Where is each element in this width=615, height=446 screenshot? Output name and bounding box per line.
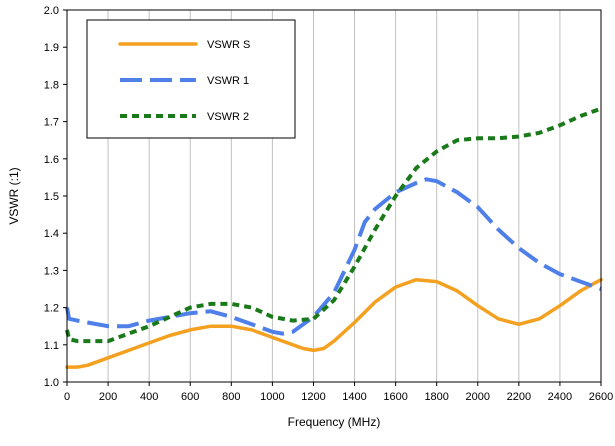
- x-tick-label: 1400: [342, 391, 366, 403]
- series-line-vswr-s: [65, 277, 603, 369]
- series-line-vswr-2: [65, 106, 602, 344]
- x-tick-label: 1000: [260, 391, 284, 403]
- x-tick-label: 1200: [301, 391, 325, 403]
- x-tick-label: 200: [99, 391, 117, 403]
- y-tick-label: 1.6: [44, 154, 59, 166]
- y-axis-title: VSWR (:1): [7, 167, 21, 224]
- x-tick-label: 2000: [466, 391, 490, 403]
- x-tick-label: 2200: [507, 391, 531, 403]
- x-tick-label: 800: [222, 391, 240, 403]
- series-group: [65, 106, 603, 369]
- y-tick-label: 1.7: [44, 117, 59, 129]
- y-tick-label: 1.9: [44, 42, 59, 54]
- legend-label-vswr-2: VSWR 2: [207, 111, 249, 123]
- y-tick-label: 1.5: [44, 191, 59, 203]
- x-tick-label: 1600: [383, 391, 407, 403]
- legend-label-vswr-1: VSWR 1: [207, 75, 249, 87]
- series-line-vswr-1: [65, 177, 602, 336]
- y-tick-label: 1.0: [44, 377, 59, 389]
- ticks: 0 200 400 600 800 1000 1200 1400 1600 1800 2000 220…: [44, 5, 614, 403]
- x-tick-label: 2600: [589, 391, 613, 403]
- y-tick-label: 1.3: [44, 265, 59, 277]
- x-tick-label: 0: [64, 391, 70, 403]
- x-tick-label: 2400: [548, 391, 572, 403]
- x-tick-label: 400: [140, 391, 158, 403]
- x-tick-label: 1800: [424, 391, 448, 403]
- x-axis-title: Frequency (MHz): [288, 415, 381, 429]
- legend: VSWR S VSWR 1 VSWR 2: [86, 19, 296, 139]
- y-tick-label: 1.2: [44, 303, 59, 315]
- legend-label-vswr-s: VSWR S: [207, 39, 250, 51]
- y-tick-label: 2.0: [44, 5, 59, 17]
- x-tick-label: 600: [181, 391, 199, 403]
- y-tick-label: 1.4: [44, 228, 59, 240]
- y-tick-label: 1.8: [44, 79, 59, 91]
- y-tick-label: 1.1: [44, 340, 59, 352]
